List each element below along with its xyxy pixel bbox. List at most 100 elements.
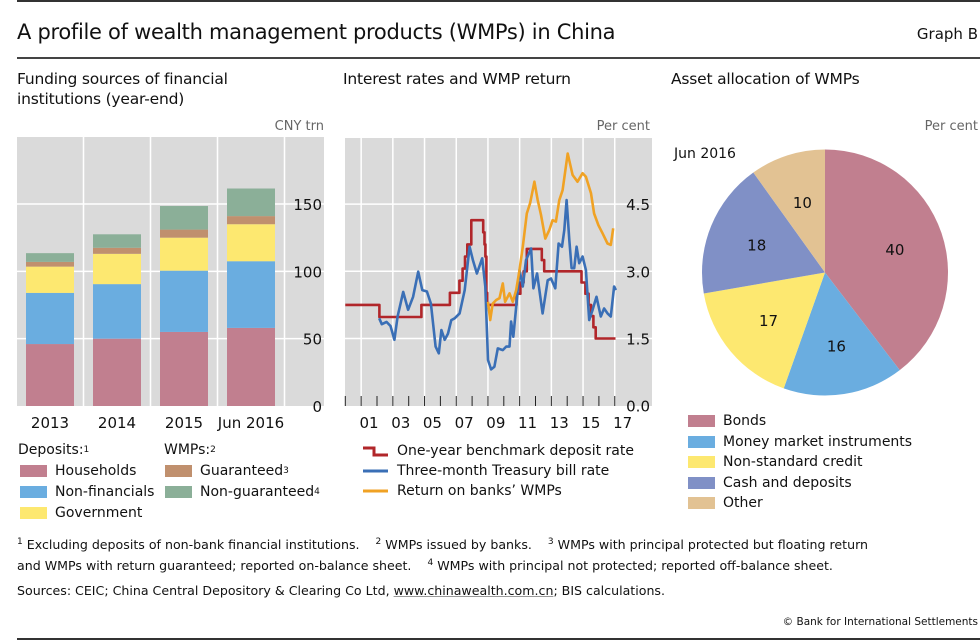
- households-swatch: [20, 465, 47, 477]
- bar-segment-households: [227, 327, 275, 406]
- y-tick-label: 4.5: [626, 196, 650, 214]
- legend-item-non-standard-credit: Non-standard credit: [688, 452, 863, 472]
- legend-label: Return on banks’ WMPs: [397, 483, 562, 499]
- legend-item-bonds: Bonds: [688, 411, 766, 431]
- deposits-heading-text: Deposits:: [18, 442, 84, 458]
- legend-label: Households: [55, 463, 137, 479]
- bar-segment-guaranteed: [160, 229, 208, 238]
- x-tick-label: Jun 2016: [217, 414, 284, 432]
- bar-segment-non-guaranteed: [93, 234, 141, 248]
- legend-label: Guaranteed: [200, 463, 284, 479]
- left-panel-title-line1: Funding sources of financial: [17, 70, 228, 88]
- chinawealth-link[interactable]: www.chinawealth.com.cn: [393, 583, 554, 598]
- x-tick-label: 13: [550, 414, 569, 432]
- bar-segment-households: [26, 344, 74, 406]
- y-tick-label: 0.0: [626, 398, 650, 416]
- fn-sup: 1: [17, 536, 23, 547]
- fn-sup: 2: [375, 536, 382, 547]
- pie-slice-non-standard-credit: [703, 272, 825, 389]
- bar-segment-households: [93, 338, 141, 406]
- fn-sup: 4: [427, 557, 434, 568]
- footnote-3-cont: and WMPs with return guaranteed; reporte…: [17, 558, 412, 573]
- legend-label: Cash and deposits: [723, 475, 852, 491]
- series-line-three-month-treasury-bill-rate: [378, 198, 618, 371]
- legend-item-cash-deposits: Cash and deposits: [688, 473, 852, 493]
- bar-segment-government: [227, 224, 275, 262]
- bonds-swatch: [688, 415, 715, 427]
- bar-segment-guaranteed: [93, 247, 141, 254]
- y-tick-label: 3.0: [626, 263, 650, 281]
- bar-segment-non-guaranteed: [160, 206, 208, 230]
- y-tick-label: 100: [293, 263, 322, 281]
- legend-item-non-financials: Non-financials: [20, 482, 154, 502]
- legend-label: Government: [55, 505, 143, 521]
- guaranteed-swatch: [165, 465, 192, 477]
- sources-line: Sources: CEIC; China Central Depository …: [17, 580, 868, 601]
- x-tick-label: 15: [581, 414, 600, 432]
- legend-label: Non-standard credit: [723, 454, 863, 470]
- pie-data-label: 17: [759, 312, 778, 330]
- bar-segment-government: [93, 253, 141, 285]
- pie-data-label: 10: [793, 194, 812, 212]
- sources-prefix: Sources: CEIC; China Central Depository …: [17, 583, 394, 598]
- legend-item-deposit-rate: One-year benchmark deposit rate: [362, 441, 634, 461]
- x-tick-label: 2014: [98, 414, 136, 432]
- x-tick-label: 03: [391, 414, 410, 432]
- legend-item-guaranteed: Guaranteed 3: [165, 461, 289, 481]
- legend-deposits-heading: Deposits: 1: [18, 442, 90, 458]
- footnotes: 1 Excluding deposits of non-bank financi…: [17, 534, 868, 601]
- right-panel-title: Asset allocation of WMPs: [671, 70, 860, 88]
- x-tick-label: 17: [613, 414, 632, 432]
- page-title: A profile of wealth management products …: [17, 20, 616, 44]
- pie-date-label: Jun 2016: [674, 146, 736, 162]
- left-unit-label: CNY trn: [274, 119, 324, 134]
- x-tick-label: 2013: [31, 414, 69, 432]
- x-tick-label: 07: [455, 414, 474, 432]
- legend-item-wmp-return: Return on banks’ WMPs: [362, 481, 562, 501]
- money-market-swatch: [688, 436, 715, 448]
- non-financials-swatch: [20, 486, 47, 498]
- legend-item-other: Other: [688, 493, 763, 513]
- bar-segment-non-financials: [26, 292, 74, 345]
- y-tick-label: 150: [293, 196, 322, 214]
- other-swatch: [688, 497, 715, 509]
- footnote-line-2: and WMPs with return guaranteed; reporte…: [17, 555, 868, 576]
- wmps-heading-text: WMPs:: [164, 442, 211, 458]
- pie-data-label: 40: [885, 241, 904, 259]
- x-tick-label: 05: [423, 414, 442, 432]
- cash-deposits-swatch: [688, 477, 715, 489]
- left-panel-title: Funding sources of financial institution…: [17, 69, 228, 109]
- legend-label: Non-financials: [55, 484, 155, 500]
- pie-data-label: 18: [747, 237, 766, 255]
- title-rule: [17, 57, 980, 59]
- bar-segment-non-guaranteed: [26, 253, 74, 262]
- footnote-3: WMPs with principal protected but floati…: [557, 537, 869, 552]
- legend-label: Other: [723, 495, 763, 511]
- series-line-return-on-banks-wmps: [486, 152, 615, 322]
- copyright: © Bank for International Settlements: [782, 616, 978, 628]
- bar-segment-non-financials: [160, 270, 208, 332]
- legend-label: Money market instruments: [723, 434, 913, 450]
- legend-label: Non-guaranteed: [200, 484, 315, 500]
- y-tick-label: 50: [303, 331, 322, 349]
- asset-pie-chart: 40 16 17 18 10: [702, 149, 948, 396]
- top-rule: [17, 0, 980, 2]
- bar-segment-households: [160, 331, 208, 406]
- y-tick-label: 0: [312, 398, 322, 416]
- middle-panel-title: Interest rates and WMP return: [343, 70, 571, 88]
- legend-wmps-heading: WMPs: 2: [164, 442, 216, 458]
- footnote-2: WMPs issued by banks.: [385, 537, 532, 552]
- legend-item-non-guaranteed: Non-guaranteed 4: [165, 482, 320, 502]
- pie-slice-other: [753, 149, 825, 273]
- pie-slice-bonds: [825, 149, 948, 371]
- footnote-4: WMPs with principal not protected; repor…: [437, 558, 833, 573]
- sources-suffix: ; BIS calculations.: [553, 583, 665, 598]
- bar-segment-government: [160, 237, 208, 271]
- bottom-rule: [17, 638, 980, 640]
- left-panel-title-line2: institutions (year-end): [17, 90, 185, 108]
- bar-segment-non-guaranteed: [227, 188, 275, 217]
- bar-segment-government: [26, 266, 74, 293]
- x-tick-label: 01: [360, 414, 379, 432]
- step-line-icon: [363, 446, 388, 457]
- legend-label: One-year benchmark deposit rate: [397, 443, 634, 459]
